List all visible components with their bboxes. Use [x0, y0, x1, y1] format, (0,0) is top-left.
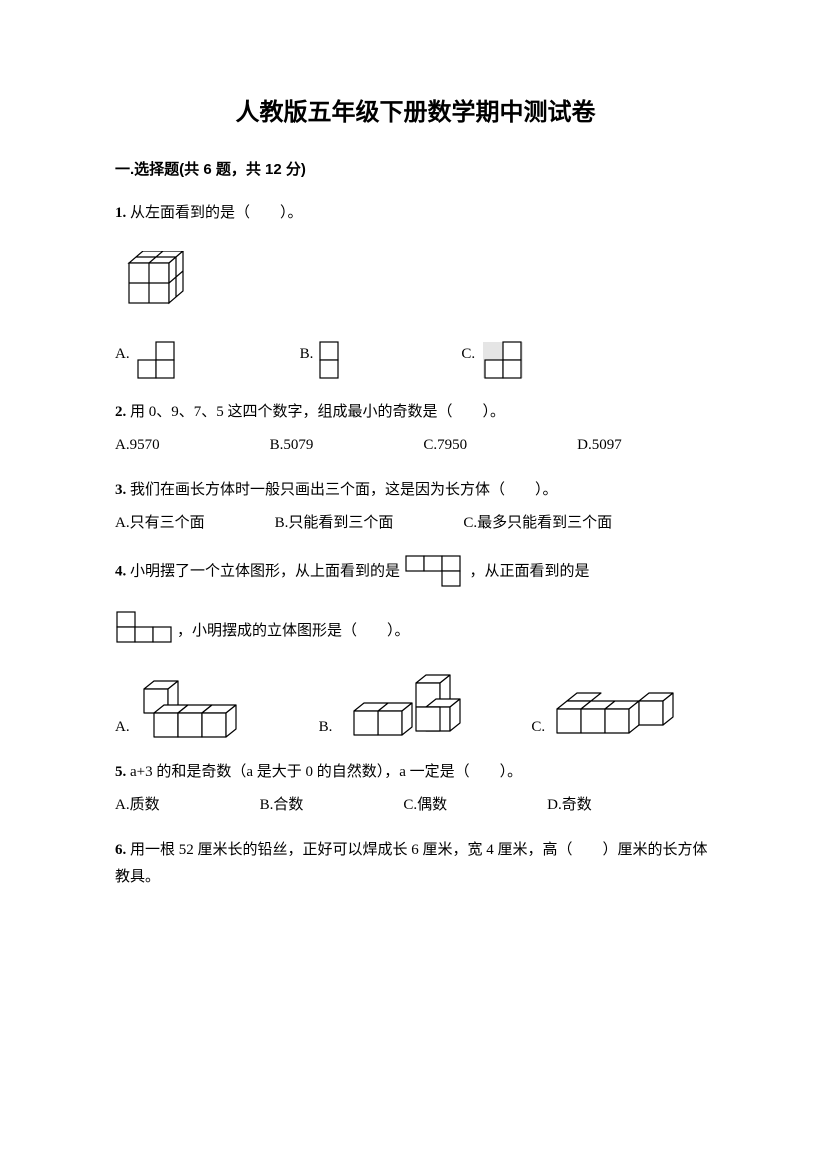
q1-text: 从左面看到的是（ ）。 [130, 205, 303, 221]
q1-opt-a: A. [115, 341, 180, 381]
q4-line2: ，小明摆成的立体图形是（ ）。 [115, 611, 716, 645]
q2-text: 用 0、9、7、5 这四个数字，组成最小的奇数是（ ）。 [130, 404, 505, 420]
question-2: 2. 用 0、9、7、5 这四个数字，组成最小的奇数是（ ）。 A.9570 B… [115, 399, 716, 459]
q6-text: 用一根 52 厘米长的铅丝，正好可以焊成长 6 厘米，宽 4 厘米，高（ ）厘米… [115, 842, 708, 885]
q5-opt-b: B.合数 [260, 792, 304, 819]
q1-b-icon [317, 341, 341, 381]
q2-opt-c: C.7950 [423, 432, 467, 459]
q5-num: 5. [115, 764, 126, 780]
q4-text2: ，从正面看到的是 [470, 563, 590, 579]
q4-opt-b: B. [319, 671, 477, 741]
q3-options: A.只有三个面 B.只能看到三个面 C.最多只能看到三个面 [115, 510, 716, 537]
q6-num: 6. [115, 842, 126, 858]
q4-front-view-icon [115, 611, 177, 645]
q2-opt-a: A.9570 [115, 432, 160, 459]
q4-num: 4. [115, 563, 126, 579]
q1-a-label: A. [115, 341, 130, 368]
q4-opt-c: C. [531, 683, 694, 741]
q1-b-label: B. [300, 341, 314, 368]
cube-2x2-icon [115, 251, 185, 313]
q4-options: A. [115, 671, 716, 741]
section-heading: 一.选择题(共 6 题，共 12 分) [115, 159, 716, 182]
question-3: 3. 我们在画长方体时一般只画出三个面，这是因为长方体（ ）。 A.只有三个面 … [115, 477, 716, 537]
q4-b-icon [336, 671, 476, 741]
q1-c-label: C. [461, 341, 475, 368]
q4-text3: ，小明摆成的立体图形是（ ）。 [177, 618, 410, 645]
q2-num: 2. [115, 404, 126, 420]
q1-a-icon [134, 341, 180, 381]
q1-opt-c: C. [461, 341, 529, 381]
question-5: 5. a+3 的和是奇数（a 是大于 0 的自然数），a 一定是（ ）。 A.质… [115, 759, 716, 819]
q5-opt-d: D.奇数 [547, 792, 592, 819]
q4-a-label: A. [115, 714, 130, 741]
q4-a-icon [134, 671, 264, 741]
question-1: 1. 从左面看到的是（ ）。 A. [115, 200, 716, 381]
q1-figure [115, 251, 716, 313]
q4-c-label: C. [531, 714, 545, 741]
q3-opt-b: B.只能看到三个面 [275, 510, 394, 537]
q5-options: A.质数 B.合数 C.偶数 D.奇数 [115, 792, 716, 819]
q3-opt-a: A.只有三个面 [115, 510, 205, 537]
q5-text: a+3 的和是奇数（a 是大于 0 的自然数），a 一定是（ ）。 [130, 764, 522, 780]
q4-text1: 小明摆了一个立体图形，从上面看到的是 [130, 563, 400, 579]
page-title: 人教版五年级下册数学期中测试卷 [115, 95, 716, 131]
q2-opt-b: B.5079 [270, 432, 314, 459]
question-4: 4. 小明摆了一个立体图形，从上面看到的是 ，从正面看到的是 ，小明摆成 [115, 555, 716, 741]
q1-options: A. B. C. [115, 341, 716, 381]
q2-opt-d: D.5097 [577, 432, 622, 459]
question-6: 6. 用一根 52 厘米长的铅丝，正好可以焊成长 6 厘米，宽 4 厘米，高（ … [115, 837, 716, 891]
q4-c-icon [549, 683, 694, 741]
q3-num: 3. [115, 482, 126, 498]
q1-num: 1. [115, 205, 126, 221]
q5-opt-c: C.偶数 [403, 792, 447, 819]
q1-c-icon [479, 341, 529, 381]
q1-opt-b: B. [300, 341, 342, 381]
q4-b-label: B. [319, 714, 333, 741]
q4-top-view-icon [404, 555, 466, 589]
q4-opt-a: A. [115, 671, 264, 741]
q5-opt-a: A.质数 [115, 792, 160, 819]
q3-opt-c: C.最多只能看到三个面 [463, 510, 612, 537]
q3-text: 我们在画长方体时一般只画出三个面，这是因为长方体（ ）。 [130, 482, 558, 498]
q2-options: A.9570 B.5079 C.7950 D.5097 [115, 432, 716, 459]
